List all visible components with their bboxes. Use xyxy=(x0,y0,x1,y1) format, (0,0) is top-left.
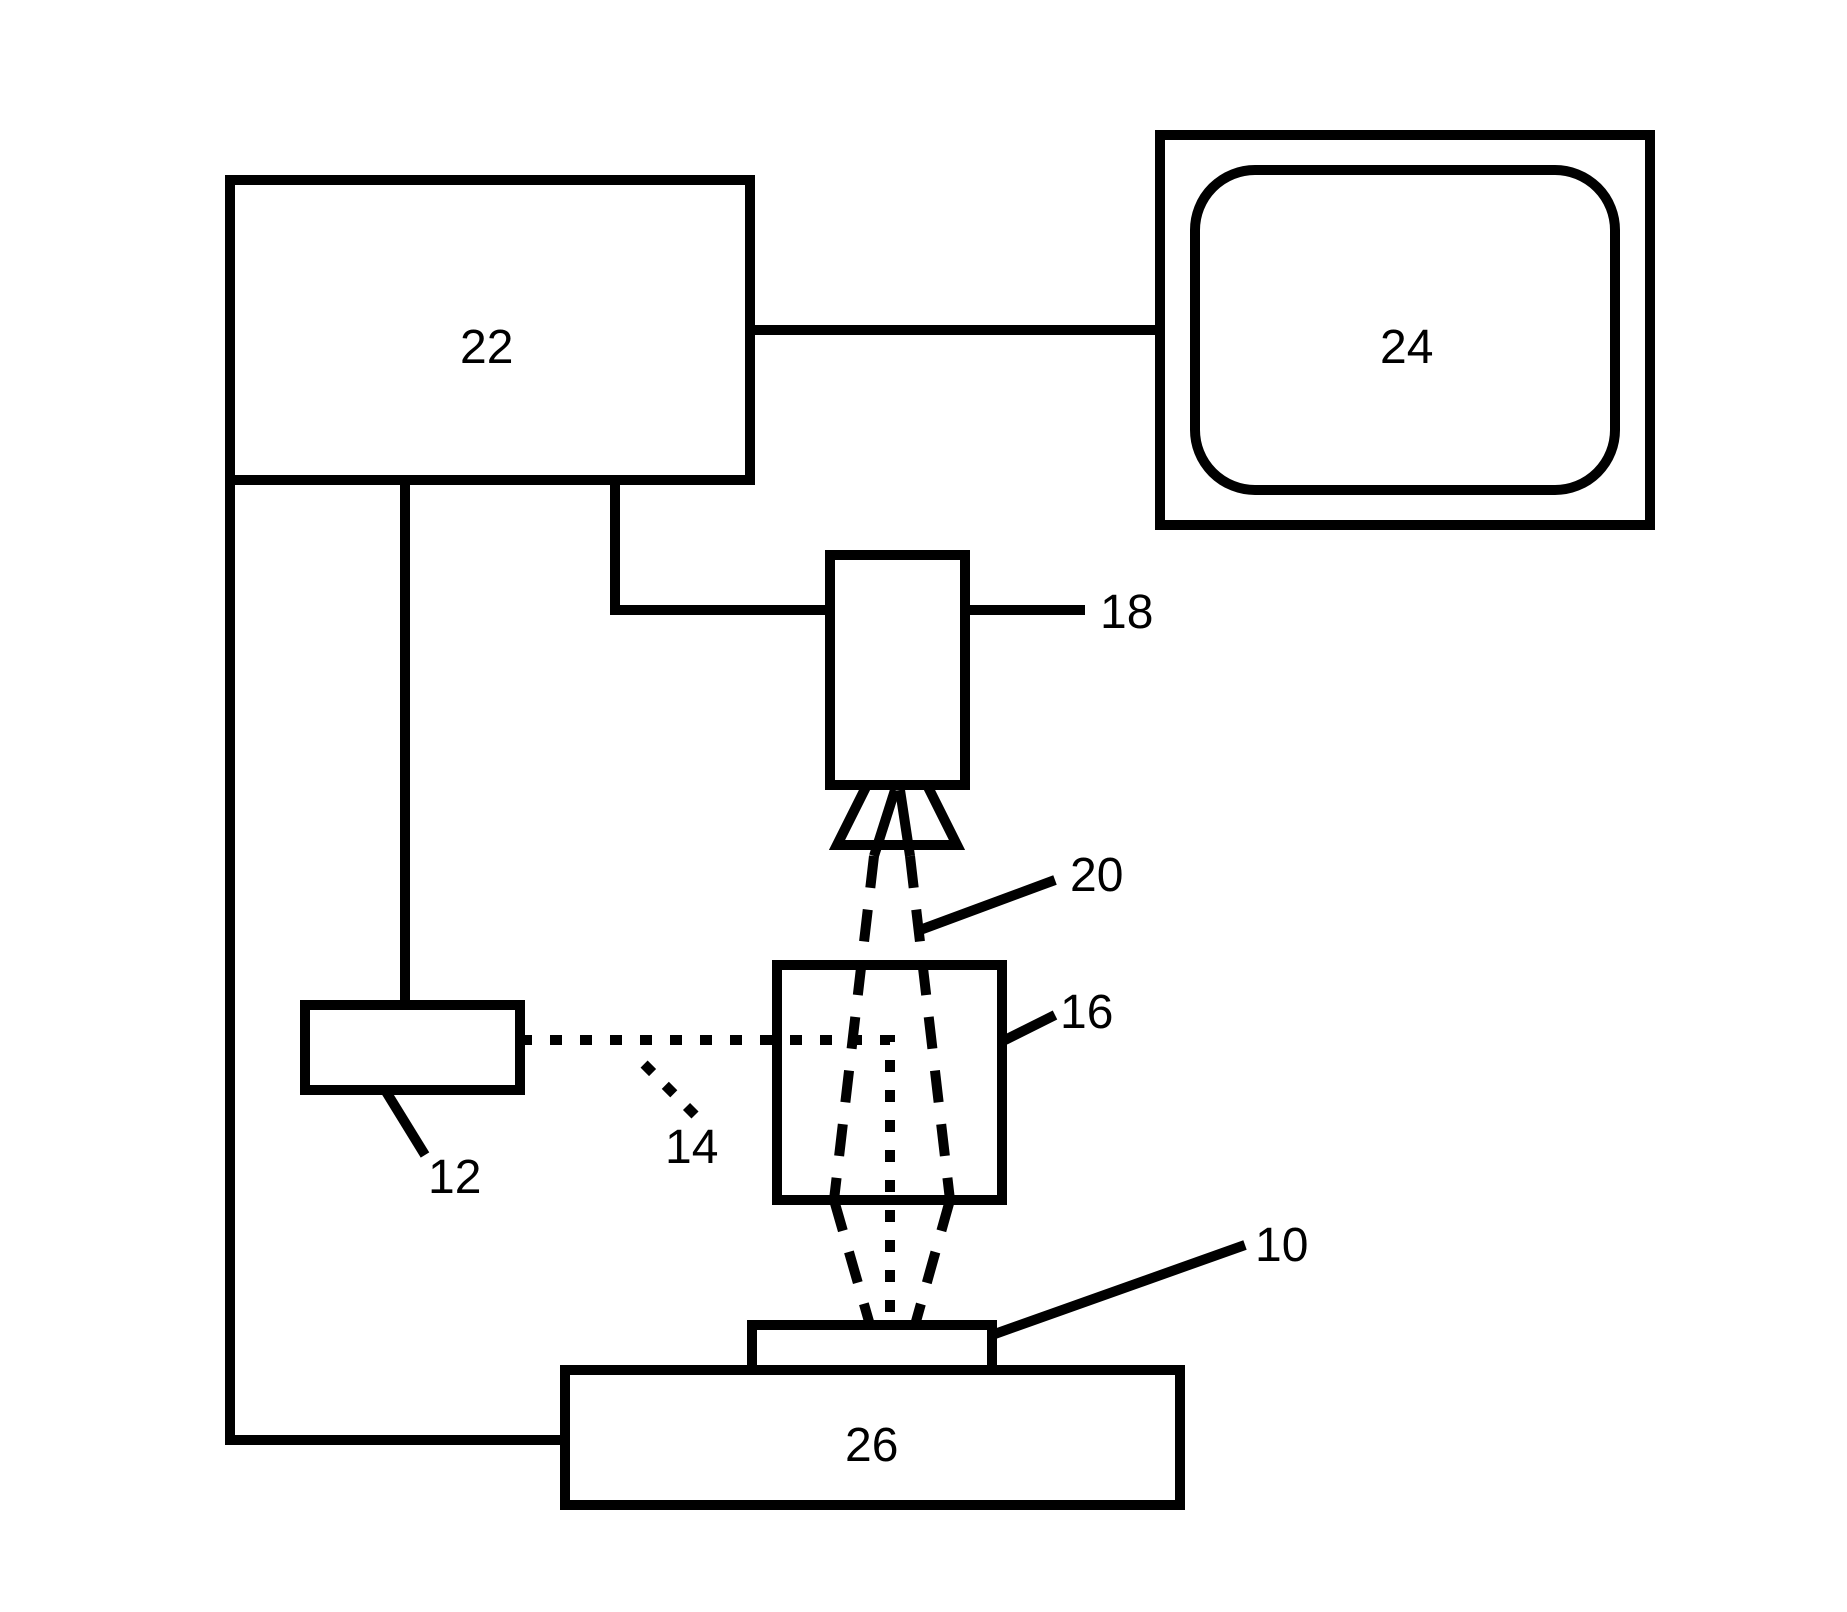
cone-left-upper xyxy=(834,856,874,1200)
cone-left-lower xyxy=(834,1200,870,1325)
label-14: 14 xyxy=(665,1120,718,1175)
node-18-body xyxy=(830,555,965,785)
node-12 xyxy=(305,1005,520,1090)
label-10: 10 xyxy=(1255,1218,1308,1273)
leader-10 xyxy=(992,1245,1245,1335)
leader-12 xyxy=(385,1090,425,1155)
leader-14 xyxy=(635,1055,695,1115)
label-16: 16 xyxy=(1060,985,1113,1040)
connector-22-26 xyxy=(230,480,565,1440)
leader-20 xyxy=(920,880,1055,930)
node-10 xyxy=(752,1325,992,1370)
label-26: 26 xyxy=(845,1418,898,1473)
diagram-canvas xyxy=(0,0,1847,1612)
label-18: 18 xyxy=(1100,585,1153,640)
cone-right-lower xyxy=(915,1200,950,1325)
label-22: 22 xyxy=(460,320,513,375)
node-16 xyxy=(777,965,1002,1200)
label-20: 20 xyxy=(1070,848,1123,903)
label-24: 24 xyxy=(1380,320,1433,375)
connector-22-18 xyxy=(615,480,830,610)
label-12: 12 xyxy=(428,1150,481,1205)
leader-16 xyxy=(1005,1015,1055,1040)
cone-right-upper xyxy=(910,856,950,1200)
